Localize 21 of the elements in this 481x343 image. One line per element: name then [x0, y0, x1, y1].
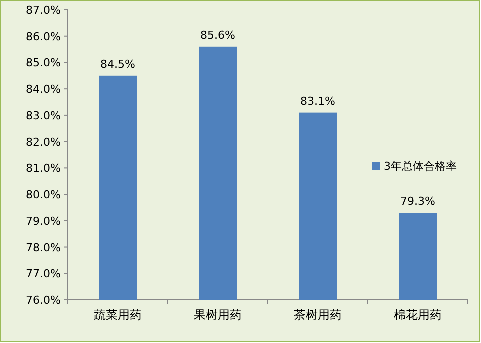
y-tick-label: 78.0% — [26, 241, 61, 254]
y-tick-label: 87.0% — [26, 4, 61, 17]
x-tick-label: 蔬菜用药 — [94, 308, 142, 322]
data-label: 84.5% — [100, 58, 136, 71]
data-label: 83.1% — [300, 94, 336, 108]
y-tick-label: 80.0% — [26, 188, 61, 202]
y-tick-label: 76.0% — [26, 294, 61, 307]
y-tick-label: 79.0% — [26, 214, 61, 228]
y-tick-label: 86.0% — [26, 30, 61, 44]
y-tick-label: 85.0% — [26, 56, 61, 70]
data-label: 79.3% — [400, 195, 436, 208]
y-tick-label: 82.0% — [26, 136, 61, 149]
legend-label: 3年总体合格率 — [384, 160, 457, 173]
y-tick-label: 83.0% — [26, 109, 61, 122]
y-tick-label: 84.0% — [26, 83, 61, 96]
x-tick-label: 棉花用药 — [394, 308, 442, 322]
y-tick-label: 77.0% — [26, 268, 61, 281]
x-tick-label: 茶树用药 — [294, 308, 342, 322]
y-tick-label: 81.0% — [26, 162, 61, 176]
x-tick-label: 果树用药 — [194, 308, 242, 322]
data-label: 85.6% — [200, 28, 236, 42]
